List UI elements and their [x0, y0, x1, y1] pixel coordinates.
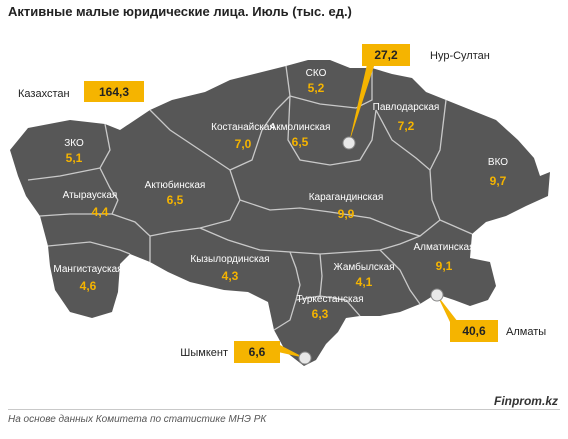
- callout-box: [234, 341, 280, 363]
- map-title: Активные малые юридические лица. Июль (т…: [8, 4, 352, 19]
- region-turkestan: Туркестанская 6,3: [296, 294, 363, 321]
- region-almaty_reg: Алматинская 9,1: [414, 242, 475, 273]
- region-value: 6,5: [167, 193, 184, 207]
- region-value: 9,7: [490, 174, 507, 188]
- region-pavlodar: Павлодарская 7,2: [373, 102, 440, 133]
- region-sko: СКО 5,2: [306, 68, 327, 95]
- region-zhambyl: Жамбылская 4,1: [334, 261, 395, 289]
- city-name: Нур-Султан: [430, 50, 490, 62]
- region-akmola: Акмолинская 6,5: [270, 122, 331, 149]
- region-name: Карагандинская: [309, 192, 384, 203]
- region-name: Павлодарская: [373, 102, 440, 113]
- city-name: Алматы: [506, 326, 546, 338]
- kazakhstan-total: Казахстан 164,3: [18, 81, 144, 102]
- region-name: Костанайская: [211, 122, 275, 133]
- callout-pointer: [349, 60, 376, 143]
- region-value: 4,6: [80, 279, 97, 293]
- city-callout-almaty: 40,6 Алматы: [430, 288, 546, 342]
- region-name: Актюбинская: [145, 179, 206, 191]
- city-value: 27,2: [374, 48, 398, 62]
- city-marker: [430, 288, 444, 302]
- region-name: ЗКО: [64, 138, 84, 149]
- country-shape: [10, 60, 550, 366]
- footer-divider: [8, 409, 560, 410]
- region-kostanay: Костанайская 7,0: [211, 122, 275, 151]
- region-value: 4,4: [92, 205, 109, 219]
- total-box: [84, 81, 144, 102]
- total-value: 164,3: [99, 85, 129, 99]
- city-callout-nursultan: 27,2 Нур-Султан: [342, 44, 490, 150]
- region-name: Алматинская: [414, 242, 475, 253]
- city-callout-shymkent: 6,6 Шымкент: [180, 341, 312, 365]
- city-value: 6,6: [249, 345, 266, 359]
- total-label: Казахстан: [18, 88, 70, 100]
- region-mangistau: Мангистауская 4,6: [53, 264, 122, 293]
- region-name: Атырауская: [63, 190, 118, 201]
- callout-pointer: [278, 344, 305, 358]
- region-kyzylorda: Кызылординская 4,3: [190, 254, 269, 283]
- region-name: Туркестанская: [296, 294, 363, 305]
- region-name: Мангистауская: [53, 264, 122, 275]
- region-value: 5,2: [308, 81, 325, 95]
- region-value: 6,3: [312, 307, 329, 321]
- brand-logo-text: Finprom.kz: [493, 394, 558, 408]
- region-value: 9,1: [436, 259, 453, 273]
- city-value: 40,6: [462, 324, 486, 338]
- source-note: На основе данных Комитета по статистике …: [8, 414, 267, 425]
- region-value: 4,3: [222, 269, 239, 283]
- region-value: 4,1: [356, 275, 373, 289]
- region-name: ВКО: [488, 157, 508, 168]
- region-name: Кызылординская: [190, 254, 269, 265]
- region-borders: [27, 65, 473, 331]
- region-karaganda: Карагандинская 9,9: [309, 192, 384, 221]
- city-marker: [342, 136, 356, 150]
- region-name: СКО: [306, 68, 327, 79]
- region-name: Акмолинская: [270, 122, 331, 133]
- region-atyrau: Атырауская 4,4: [63, 190, 118, 219]
- region-value: 5,1: [66, 151, 83, 165]
- region-name: Жамбылская: [334, 261, 395, 273]
- callout-box: [362, 44, 410, 66]
- city-name: Шымкент: [180, 347, 228, 359]
- region-value: 9,9: [338, 207, 355, 221]
- region-aktobe: Актюбинская 6,5: [145, 179, 206, 207]
- region-value: 7,2: [398, 119, 415, 133]
- region-vko: ВКО 9,7: [488, 157, 508, 188]
- region-zko: ЗКО 5,1: [64, 138, 84, 165]
- callout-pointer: [437, 295, 458, 322]
- callout-box: [450, 320, 498, 342]
- city-marker: [298, 351, 312, 365]
- region-value: 7,0: [235, 137, 252, 151]
- region-value: 6,5: [292, 135, 309, 149]
